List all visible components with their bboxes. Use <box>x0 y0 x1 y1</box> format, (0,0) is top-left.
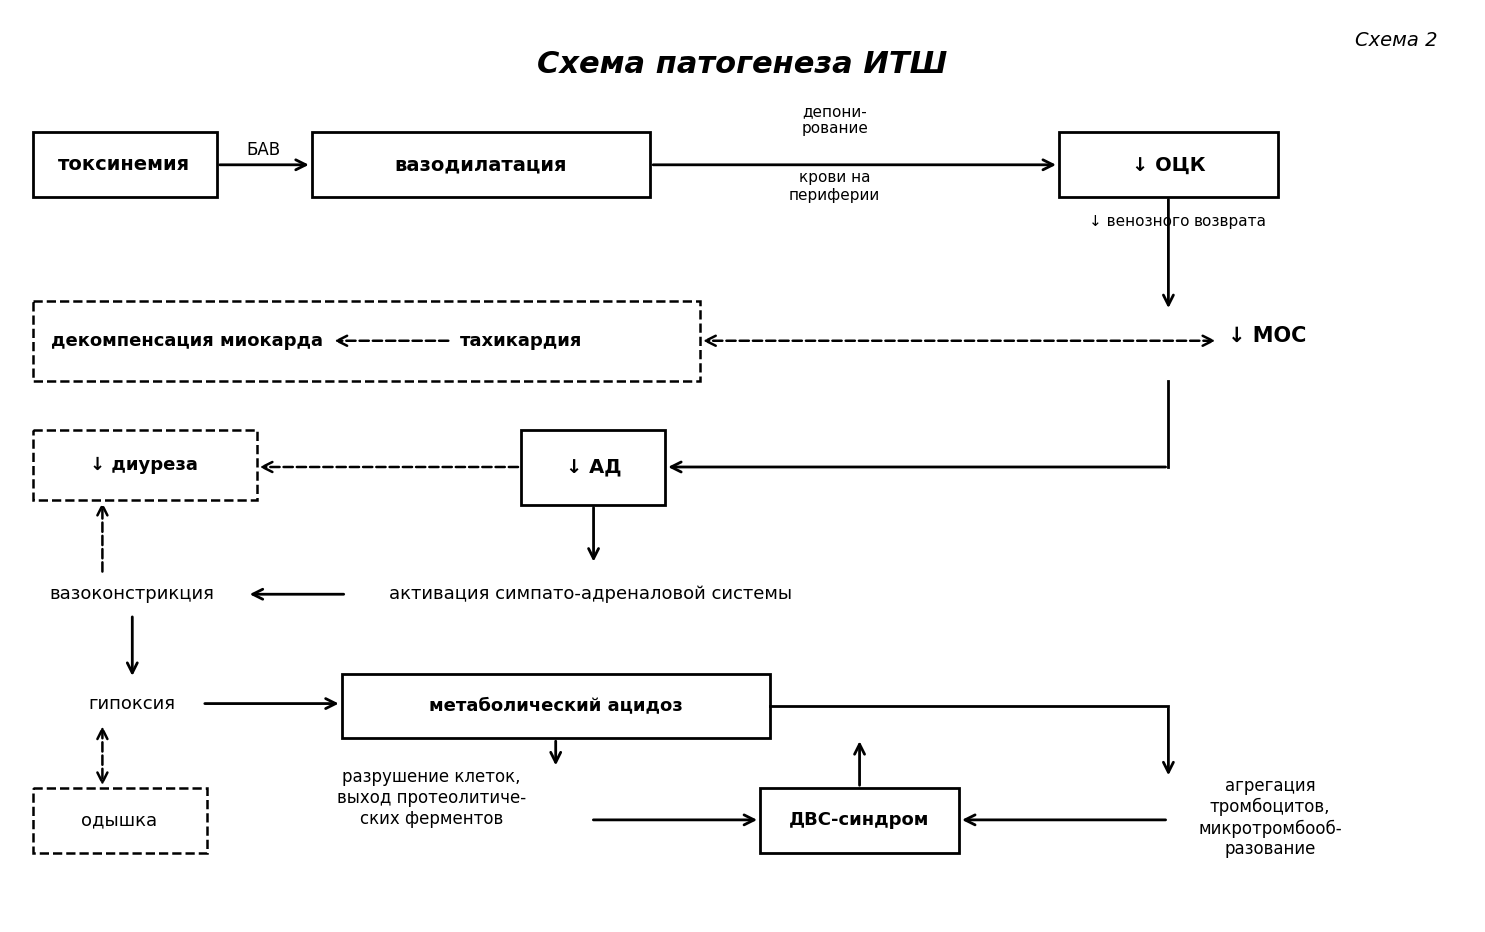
Text: ↓ ОЦК: ↓ ОЦК <box>1132 156 1206 174</box>
Text: Схема патогенеза ИТШ: Схема патогенеза ИТШ <box>538 50 947 79</box>
Text: ДВС-синдром: ДВС-синдром <box>790 811 930 829</box>
Bar <box>33 301 699 380</box>
Text: тахикардия: тахикардия <box>460 332 582 350</box>
Bar <box>312 132 650 197</box>
Text: Схема 2: Схема 2 <box>1354 31 1437 49</box>
Text: одышка: одышка <box>82 811 157 829</box>
Text: ↓ диуреза: ↓ диуреза <box>91 456 198 474</box>
Text: БАВ: БАВ <box>247 141 281 158</box>
Text: гипоксия: гипоксия <box>89 694 175 713</box>
Bar <box>521 431 665 505</box>
Text: вазоконстрикция: вазоконстрикция <box>50 585 215 603</box>
Bar <box>33 788 206 853</box>
Text: ↓ МОС: ↓ МОС <box>1228 326 1307 346</box>
Text: токсинемия: токсинемия <box>58 156 190 174</box>
Text: декомпенсация миокарда: декомпенсация миокарда <box>50 332 324 350</box>
Bar <box>33 431 257 500</box>
Bar <box>1059 132 1279 197</box>
Bar <box>760 788 959 853</box>
Text: ↓ венозного: ↓ венозного <box>1089 214 1189 229</box>
Text: вазодилатация: вазодилатация <box>395 156 567 174</box>
Bar <box>342 674 769 738</box>
Text: депони-
рование: депони- рование <box>802 103 869 136</box>
Text: активация симпато-адреналовой системы: активация симпато-адреналовой системы <box>389 585 792 603</box>
Text: возврата: возврата <box>1194 214 1267 229</box>
Bar <box>33 132 217 197</box>
Text: метаболический ацидоз: метаболический ацидоз <box>429 696 683 715</box>
Text: агрегация
тромбоцитов,
микротромбооб-
разование: агрегация тромбоцитов, микротромбооб- ра… <box>1198 777 1342 858</box>
Text: ↓ АД: ↓ АД <box>566 458 621 476</box>
Text: разрушение клеток,
выход протеолитиче-
ских ферментов: разрушение клеток, выход протеолитиче- с… <box>337 768 526 828</box>
Text: крови на
периферии: крови на периферии <box>789 171 881 203</box>
